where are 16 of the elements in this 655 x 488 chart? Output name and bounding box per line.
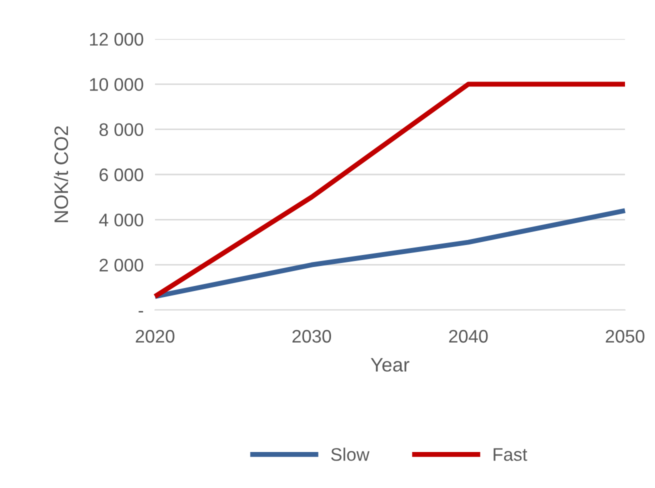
- y-tick-label: 10 000: [90, 78, 144, 91]
- legend-label: Slow: [331, 448, 370, 461]
- y-tick-label: 4 000: [99, 214, 144, 226]
- y-tick-label: 12 000: [90, 32, 144, 46]
- x-axis-title: Year: [370, 358, 410, 372]
- y-tick-label: 2 000: [100, 258, 144, 272]
- y-tick-label: 8 000: [99, 123, 144, 136]
- x-tick-label: 2020: [136, 330, 174, 343]
- x-tick-label: 2050: [606, 330, 644, 343]
- legend-label: Fast: [494, 448, 528, 461]
- line-series: [152, 208, 628, 299]
- y-tick-label: -: [138, 311, 144, 312]
- y-axis-title: NOK/t CO2: [54, 126, 68, 222]
- x-tick-label: 2040: [449, 330, 488, 343]
- x-tick-label: 2030: [292, 330, 332, 343]
- y-tick-label: 6 000: [100, 168, 144, 182]
